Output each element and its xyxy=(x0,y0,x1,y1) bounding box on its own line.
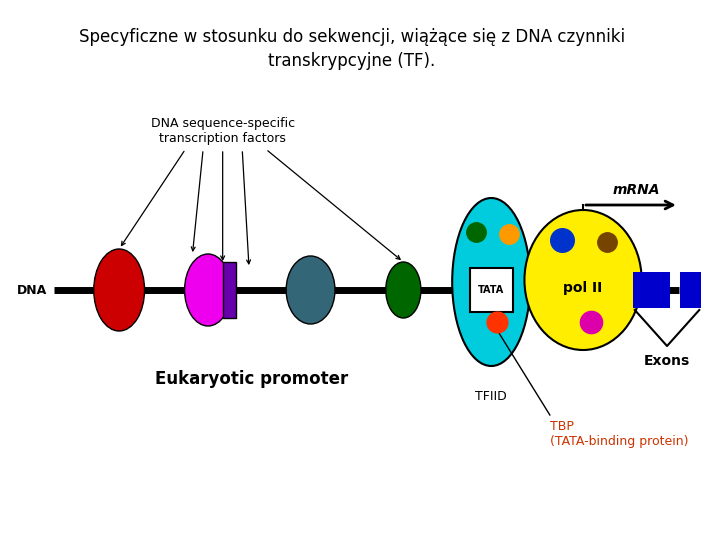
Ellipse shape xyxy=(184,254,231,326)
Text: DNA sequence-specific
transcription factors: DNA sequence-specific transcription fact… xyxy=(150,117,294,145)
Text: DNA: DNA xyxy=(17,284,47,296)
Text: TBP
(TATA-binding protein): TBP (TATA-binding protein) xyxy=(550,420,688,448)
Ellipse shape xyxy=(286,256,335,324)
Ellipse shape xyxy=(386,262,421,318)
Text: TATA: TATA xyxy=(478,285,505,295)
Bar xyxy=(680,272,701,308)
Bar xyxy=(397,278,410,302)
Bar xyxy=(633,272,670,308)
Text: Specyficzne w stosunku do sekwencji, wiążące się z DNA czynniki: Specyficzne w stosunku do sekwencji, wią… xyxy=(78,28,625,46)
Ellipse shape xyxy=(94,249,145,331)
Bar xyxy=(469,268,513,312)
Bar xyxy=(222,262,236,318)
Ellipse shape xyxy=(452,198,531,366)
Bar xyxy=(304,278,318,302)
Text: mRNA: mRNA xyxy=(612,183,660,197)
Text: pol II: pol II xyxy=(564,281,603,295)
Bar xyxy=(201,278,215,302)
Text: transkrypcyjne (TF).: transkrypcyjne (TF). xyxy=(268,52,435,70)
Text: TFIID: TFIID xyxy=(475,390,507,403)
Ellipse shape xyxy=(524,210,642,350)
Text: Eukaryotic promoter: Eukaryotic promoter xyxy=(156,370,348,388)
Bar xyxy=(110,278,124,302)
Text: Exons: Exons xyxy=(644,354,690,368)
